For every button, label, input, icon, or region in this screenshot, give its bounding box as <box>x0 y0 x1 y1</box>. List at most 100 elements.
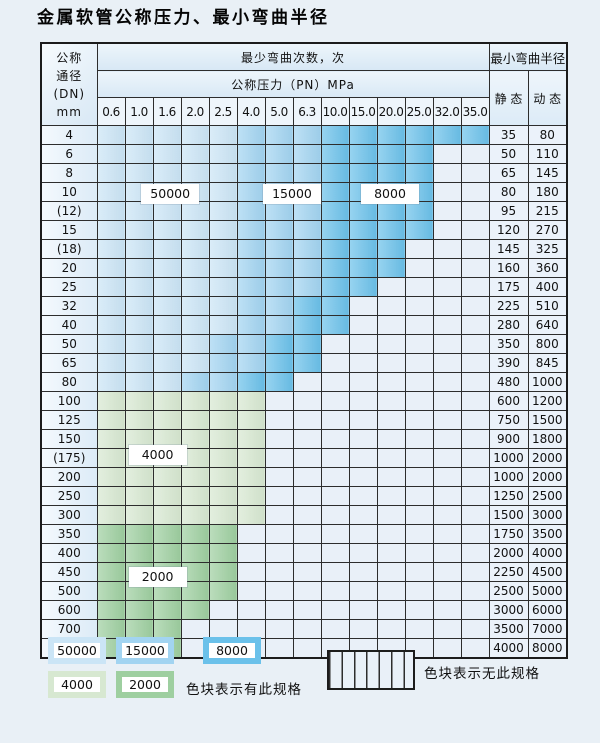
spec-cell <box>124 524 154 544</box>
spec-cell <box>96 467 126 487</box>
nospec-cell <box>460 315 490 335</box>
spec-cell <box>152 353 182 373</box>
spec-cell <box>152 144 182 164</box>
spec-cell <box>124 201 154 221</box>
spec-cell <box>292 163 322 183</box>
nospec-cell <box>432 372 462 392</box>
dynamic-cell: 2500 <box>527 486 568 506</box>
nospec-cell <box>404 562 434 582</box>
nospec-cell <box>460 505 490 525</box>
nospec-cell <box>376 372 406 392</box>
nospec-cell <box>460 467 490 487</box>
pressure-value-header: 6.3 <box>292 97 322 126</box>
static-cell: 1000 <box>488 448 529 468</box>
spec-cell <box>180 201 210 221</box>
nospec-cell <box>432 315 462 335</box>
spec-cell <box>236 125 266 145</box>
spec-cell <box>236 353 266 373</box>
nospec-cell <box>264 391 294 411</box>
table-row: 500 2500 5000 <box>40 581 568 601</box>
spec-cell <box>208 410 238 430</box>
nospec-cell <box>376 619 406 639</box>
spec-cell <box>292 277 322 297</box>
nospec-cell <box>432 486 462 506</box>
spec-cell <box>208 543 238 563</box>
nospec-cell <box>292 391 322 411</box>
nospec-cell <box>376 486 406 506</box>
nospec-cell <box>264 600 294 620</box>
pressure-value-header: 5.0 <box>264 97 294 126</box>
spec-cell <box>96 524 126 544</box>
nospec-cell <box>460 410 490 430</box>
dynamic-cell: 400 <box>527 277 568 297</box>
nospec-cell <box>264 619 294 639</box>
legend-swatch-8000: 8000 <box>203 637 261 664</box>
spec-cell <box>432 125 462 145</box>
spec-cell <box>152 334 182 354</box>
nospec-cell <box>264 505 294 525</box>
dn-cell: 8 <box>40 163 98 183</box>
spec-cell <box>180 163 210 183</box>
spec-cell <box>264 334 294 354</box>
spec-cell <box>208 315 238 335</box>
nospec-cell <box>348 467 378 487</box>
spec-cell <box>264 315 294 335</box>
nospec-cell <box>320 543 350 563</box>
spec-cell <box>180 505 210 525</box>
pressure-value-header: 10.0 <box>320 97 350 126</box>
dynamic-cell: 3000 <box>527 505 568 525</box>
zone-label: 8000 <box>361 184 419 204</box>
pressure-value-header: 1.6 <box>152 97 182 126</box>
spec-cell <box>320 144 350 164</box>
spec-cell <box>208 163 238 183</box>
nospec-cell <box>348 486 378 506</box>
dn-cell: (18) <box>40 239 98 259</box>
static-cell: 120 <box>488 220 529 240</box>
spec-cell <box>96 125 126 145</box>
spec-cell <box>460 125 490 145</box>
nospec-cell <box>376 448 406 468</box>
spec-cell <box>348 201 378 221</box>
nospec-cell <box>348 391 378 411</box>
static-cell: 225 <box>488 296 529 316</box>
nospec-cell <box>404 296 434 316</box>
nospec-cell <box>264 429 294 449</box>
nospec-cell <box>432 429 462 449</box>
nospec-cell <box>404 600 434 620</box>
static-cell: 80 <box>488 182 529 202</box>
static-cell: 1750 <box>488 524 529 544</box>
pressure-value-header: 32.0 <box>432 97 462 126</box>
nospec-cell <box>432 258 462 278</box>
spec-cell <box>208 562 238 582</box>
static-cell: 2000 <box>488 543 529 563</box>
spec-cell <box>292 315 322 335</box>
table-row: 125 750 1500 <box>40 410 568 430</box>
spec-cell <box>96 258 126 278</box>
nospec-cell <box>320 391 350 411</box>
dynamic-cell: 2000 <box>527 467 568 487</box>
spec-cell <box>96 372 126 392</box>
table-row: 25 175 400 <box>40 277 568 297</box>
spec-cell <box>208 429 238 449</box>
spec-cell <box>124 163 154 183</box>
spec-cell <box>96 201 126 221</box>
dn-cell: (175) <box>40 448 98 468</box>
nospec-cell <box>376 543 406 563</box>
nospec-cell <box>376 467 406 487</box>
no-spec-sample-swatch <box>327 650 415 690</box>
header-row-3: 0.6 1.0 1.6 2.0 2.5 4.0 5.0 6.3 10.0 15.0 20.0 25.0… <box>41 97 567 126</box>
table-row: 80 480 1000 <box>40 372 568 392</box>
table-row: 600 3000 6000 <box>40 600 568 620</box>
nospec-cell <box>292 543 322 563</box>
spec-cell <box>124 353 154 373</box>
nospec-cell <box>264 486 294 506</box>
nospec-cell <box>348 353 378 373</box>
nospec-cell <box>348 524 378 544</box>
spec-cell <box>124 600 154 620</box>
pressure-value-header: 0.6 <box>96 97 126 126</box>
spec-cell <box>404 125 434 145</box>
dynamic-cell: 145 <box>527 163 568 183</box>
spec-cell <box>348 220 378 240</box>
static-cell: 50 <box>488 144 529 164</box>
